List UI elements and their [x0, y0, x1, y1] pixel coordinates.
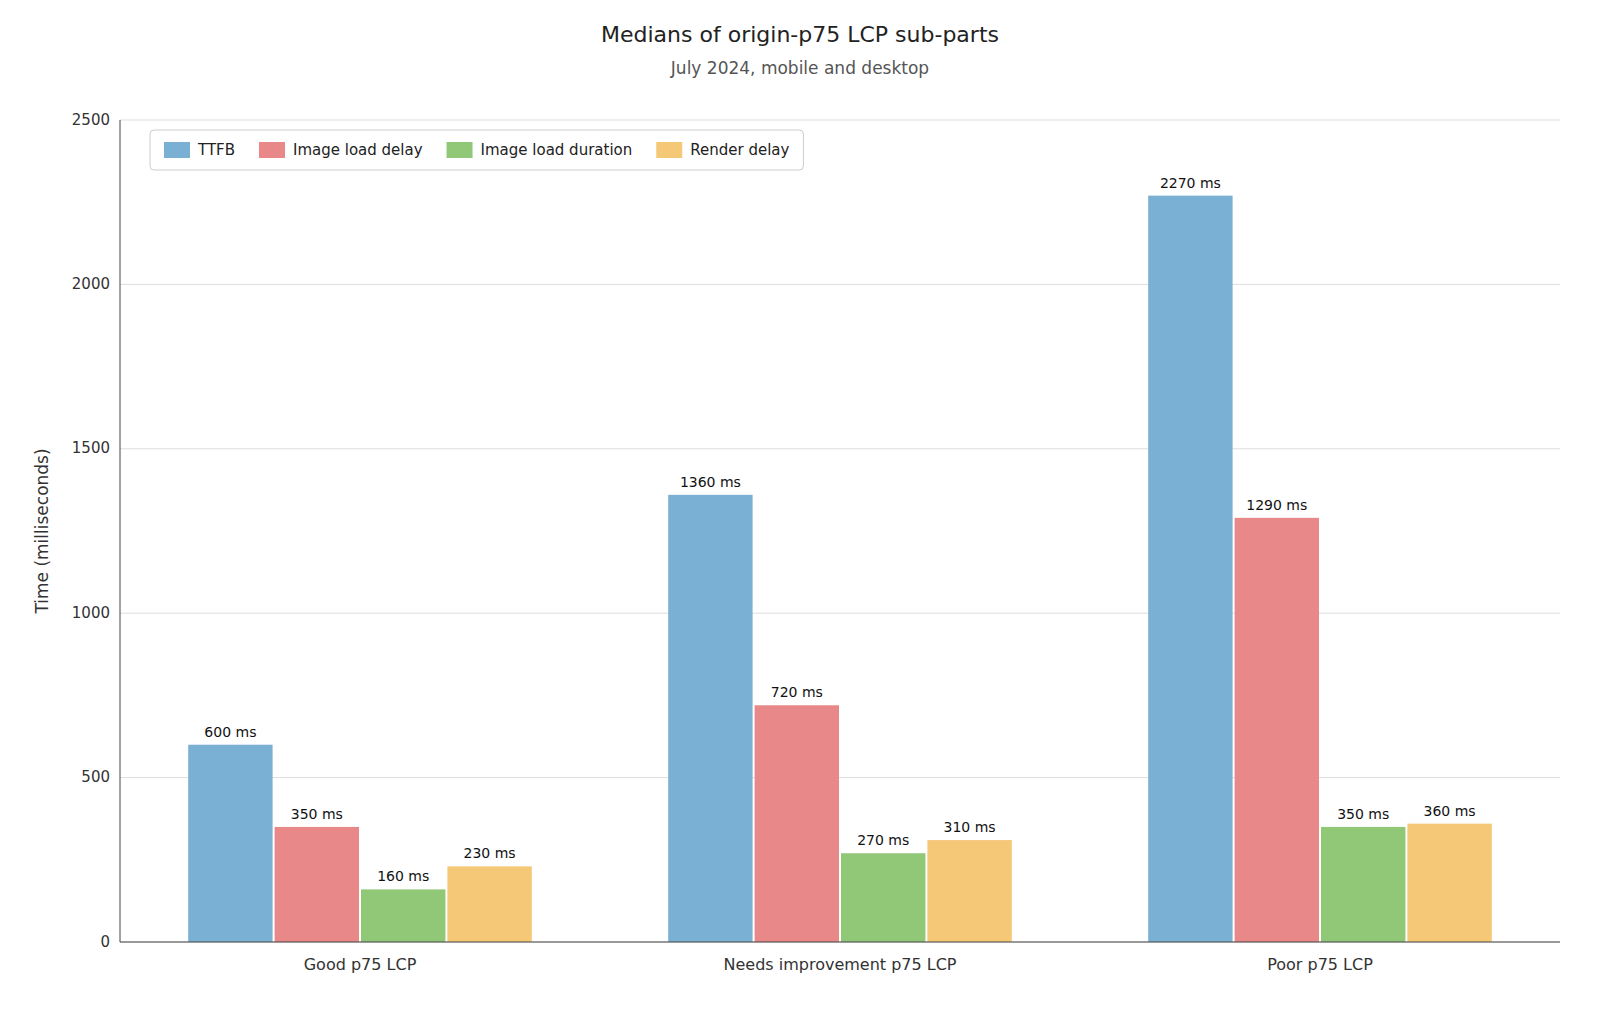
bar	[841, 853, 925, 942]
data-label: 360 ms	[1424, 803, 1476, 819]
bar	[1321, 827, 1405, 942]
data-label: 310 ms	[944, 819, 996, 835]
data-label: 350 ms	[291, 806, 343, 822]
data-label: 720 ms	[771, 684, 823, 700]
legend-swatch	[259, 142, 285, 158]
grid-line	[120, 942, 1560, 943]
legend-label: Render delay	[690, 141, 789, 159]
data-label: 270 ms	[857, 832, 909, 848]
y-tick-label: 2500	[72, 111, 110, 129]
bar	[668, 495, 752, 942]
legend-box	[150, 130, 803, 170]
bar	[361, 889, 445, 942]
bars	[188, 196, 1492, 942]
y-axis-line	[120, 120, 121, 942]
data-label: 230 ms	[464, 845, 516, 861]
bar	[927, 840, 1011, 942]
subtitle: July 2024, mobile and desktop	[670, 58, 929, 78]
legend-label: Image load delay	[293, 141, 423, 159]
legend-swatch	[164, 142, 190, 158]
y-axis-label: Time (milliseconds)	[32, 448, 52, 614]
data-label: 160 ms	[377, 868, 429, 884]
y-tick-label: 0	[100, 933, 110, 951]
x-tick-label: Needs improvement p75 LCP	[723, 955, 956, 974]
x-tick-label: Poor p75 LCP	[1267, 955, 1373, 974]
bar	[1148, 196, 1232, 942]
grid-line	[120, 777, 1560, 778]
grid-line	[120, 613, 1560, 614]
data-label: 600 ms	[204, 724, 256, 740]
bar	[447, 866, 531, 942]
legend: TTFB Image load delay Image load duration R…	[150, 130, 803, 170]
bar	[1235, 518, 1319, 942]
y-tick-label: 1000	[72, 604, 110, 622]
data-label: 2270 ms	[1160, 175, 1221, 191]
legend-label: Image load duration	[481, 141, 633, 159]
y-tick-label: 2000	[72, 275, 110, 293]
bar	[1407, 824, 1491, 942]
bar	[275, 827, 359, 942]
legend-swatch	[447, 142, 473, 158]
grid-line	[120, 284, 1560, 285]
grid	[120, 120, 1560, 942]
grid-line	[120, 120, 1560, 121]
data-label: 350 ms	[1337, 806, 1389, 822]
x-tick-label: Good p75 LCP	[304, 955, 417, 974]
y-tick-label: 500	[81, 768, 110, 786]
chart-container: Medians of origin-p75 LCP sub-parts July …	[0, 0, 1600, 1032]
data-label: 1360 ms	[680, 474, 741, 490]
x-axis-line	[120, 942, 1560, 943]
data-labels: 600 ms 1360 ms 2270 ms 350 ms 720 ms 1290 ms 1…	[204, 175, 1475, 885]
bar	[755, 705, 839, 942]
y-tick-label: 1500	[72, 439, 110, 457]
grid-line	[120, 448, 1560, 449]
bar	[188, 745, 272, 942]
legend-label: TTFB	[197, 141, 235, 159]
legend-swatch	[656, 142, 682, 158]
title: Medians of origin-p75 LCP sub-parts	[601, 22, 999, 47]
data-label: 1290 ms	[1246, 497, 1307, 513]
chart-svg: Medians of origin-p75 LCP sub-parts July …	[0, 0, 1600, 1032]
